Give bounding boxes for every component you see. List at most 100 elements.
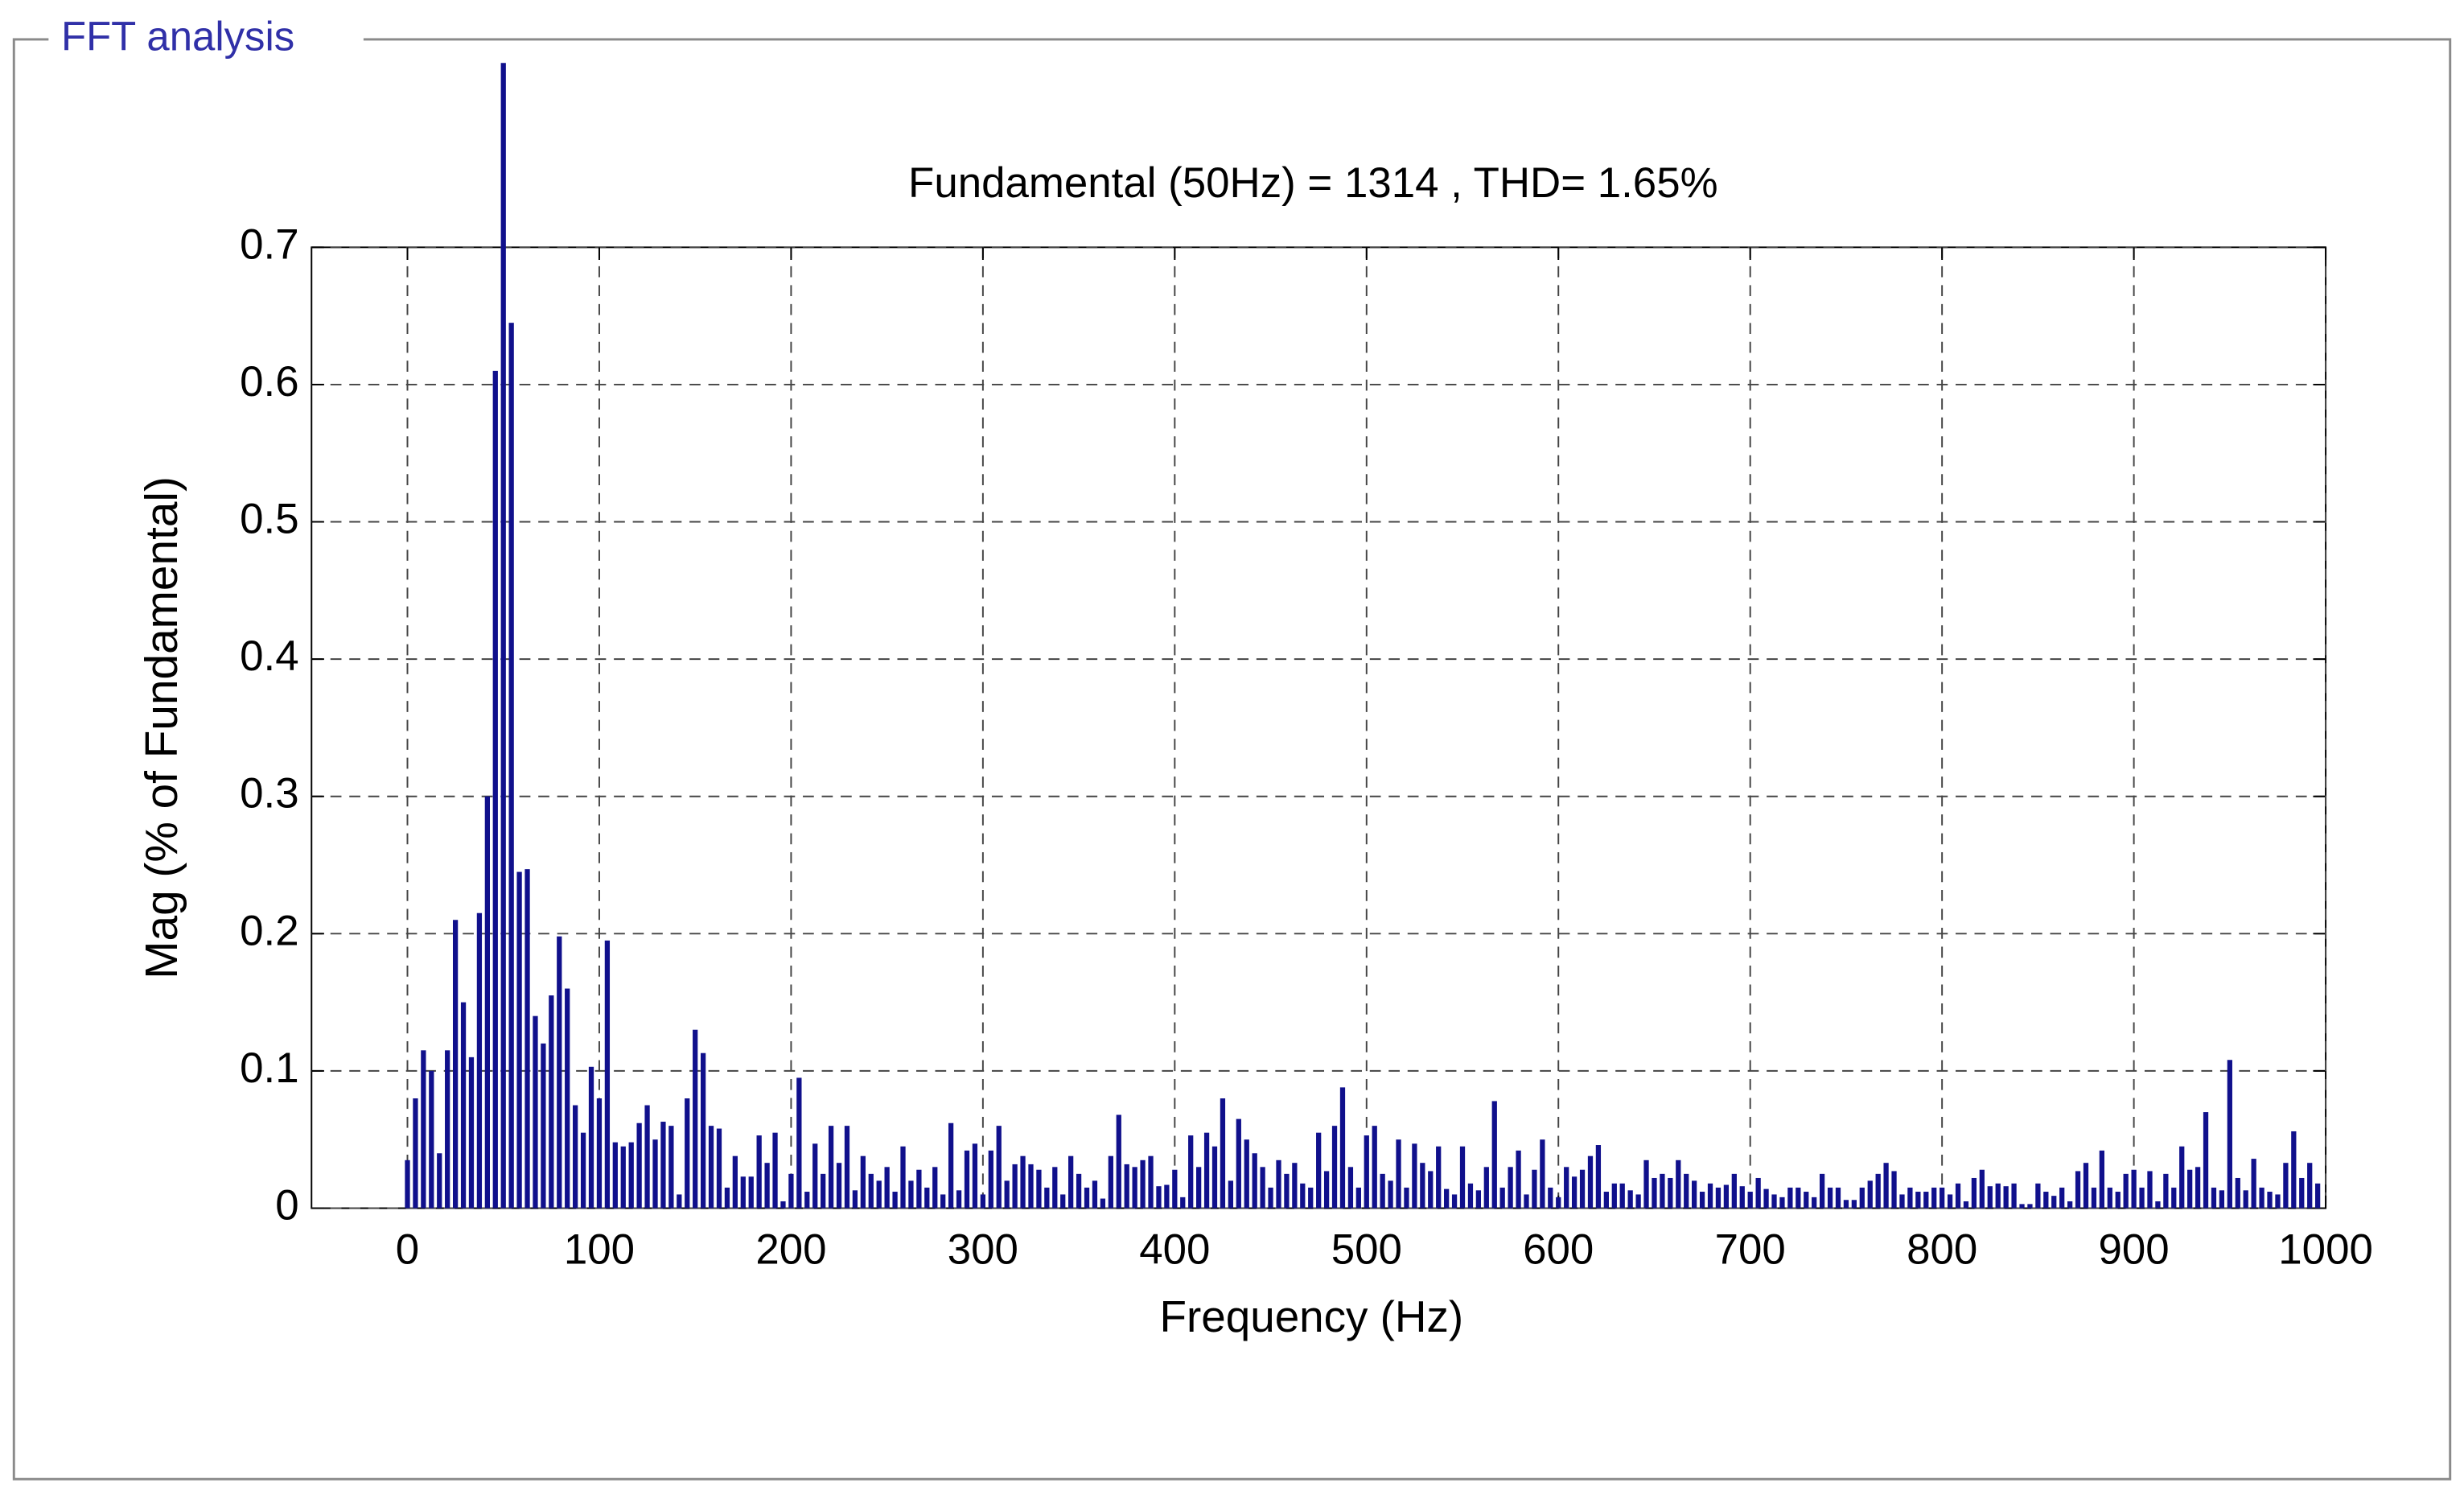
bar — [828, 1126, 834, 1209]
bar — [956, 1190, 962, 1209]
bar — [2211, 1187, 2217, 1209]
bar — [2243, 1190, 2248, 1209]
bar — [1459, 1146, 1466, 1209]
bar — [693, 1029, 698, 1209]
plot-area — [311, 246, 2327, 1209]
bar — [644, 1105, 650, 1209]
panel-title: FFT analysis — [61, 13, 294, 59]
bar — [1339, 1087, 1346, 1209]
bar — [1579, 1169, 1586, 1209]
bar — [524, 869, 530, 1209]
bar — [1412, 1143, 1417, 1209]
bar — [1627, 1190, 1633, 1209]
bar — [1491, 1101, 1497, 1209]
bar — [1068, 1155, 1074, 1209]
bar — [1699, 1192, 1705, 1209]
x-tick-label: 100 — [564, 1225, 635, 1273]
bar — [1940, 1187, 1945, 1209]
bar — [1308, 1187, 1314, 1209]
panel-border — [12, 38, 2452, 1481]
bar — [2083, 1163, 2089, 1209]
x-tick-label: 200 — [755, 1225, 826, 1273]
bar — [932, 1167, 938, 1209]
bar — [700, 1052, 706, 1209]
bar — [596, 1098, 603, 1209]
bar — [573, 1105, 578, 1209]
bar — [1260, 1167, 1265, 1209]
bar — [1164, 1184, 1170, 1209]
bar — [1020, 1155, 1026, 1209]
bars — [405, 63, 2321, 1209]
bar — [1587, 1155, 1594, 1209]
bar — [1316, 1132, 1322, 1209]
x-tick-label: 800 — [1907, 1225, 1977, 1273]
bar — [660, 1122, 666, 1209]
bar — [1907, 1187, 1913, 1209]
bar — [1955, 1183, 1961, 1209]
bar — [2051, 1196, 2057, 1209]
bar — [868, 1173, 874, 1209]
bar — [2115, 1192, 2121, 1209]
bar — [948, 1122, 954, 1209]
bar — [2011, 1183, 2017, 1209]
bar — [844, 1126, 850, 1209]
bar — [2003, 1186, 2009, 1209]
bar — [1300, 1183, 1306, 1209]
chart-title: Fundamental (50Hz) = 1314 , THD= 1.65% — [908, 159, 1718, 207]
bar — [1540, 1139, 1545, 1209]
bar — [1915, 1192, 1921, 1209]
bar — [1963, 1201, 1969, 1209]
bar — [541, 1043, 546, 1209]
bar — [996, 1126, 1002, 1209]
x-tick-label: 400 — [1139, 1225, 1210, 1273]
bar — [533, 1015, 538, 1209]
bar — [2155, 1201, 2161, 1209]
y-tick-label: 0.1 — [240, 1044, 298, 1092]
bar — [1883, 1163, 1889, 1209]
bar — [1660, 1173, 1665, 1209]
bar — [1827, 1187, 1833, 1209]
bar — [1723, 1184, 1730, 1209]
bar — [413, 1098, 418, 1209]
bar — [732, 1155, 738, 1209]
bar — [916, 1169, 922, 1209]
bar — [1971, 1177, 1977, 1209]
bar — [724, 1187, 730, 1209]
bar — [492, 370, 498, 1209]
bar — [1196, 1167, 1202, 1209]
bar — [685, 1098, 690, 1209]
bar — [1180, 1197, 1186, 1209]
bar — [1979, 1169, 1985, 1209]
bar — [1372, 1126, 1377, 1209]
bar — [1467, 1183, 1474, 1209]
bar — [2314, 1183, 2321, 1209]
bar — [628, 1142, 634, 1209]
bar — [652, 1139, 658, 1209]
bar — [1843, 1200, 1849, 1209]
bar — [2059, 1187, 2065, 1209]
bar — [1987, 1186, 1993, 1209]
bar — [429, 1070, 434, 1209]
x-axis-label: Frequency (Hz) — [1160, 1291, 1464, 1341]
bar — [516, 871, 522, 1209]
bar — [1739, 1186, 1745, 1209]
bar — [1404, 1187, 1409, 1209]
bar — [1116, 1114, 1121, 1209]
bar — [1595, 1145, 1602, 1209]
bar — [580, 1132, 586, 1209]
bar — [1076, 1173, 1082, 1209]
bar — [1172, 1169, 1178, 1209]
bar — [1347, 1167, 1354, 1209]
bar — [1635, 1194, 1641, 1209]
bar — [1611, 1183, 1617, 1209]
bar — [1483, 1167, 1489, 1209]
bar — [1236, 1118, 1241, 1209]
x-tick-label: 0 — [396, 1225, 419, 1273]
tick-labels: 0 0.1 0.2 0.3 0.4 0.5 0.6 0.7 0 100 200 300 400 500 60… — [240, 220, 2373, 1273]
bar — [1804, 1192, 1809, 1209]
bar — [1731, 1173, 1737, 1209]
bar — [2131, 1169, 2137, 1209]
bar — [1436, 1146, 1442, 1209]
bar — [588, 1066, 594, 1209]
bar — [1036, 1169, 1042, 1209]
